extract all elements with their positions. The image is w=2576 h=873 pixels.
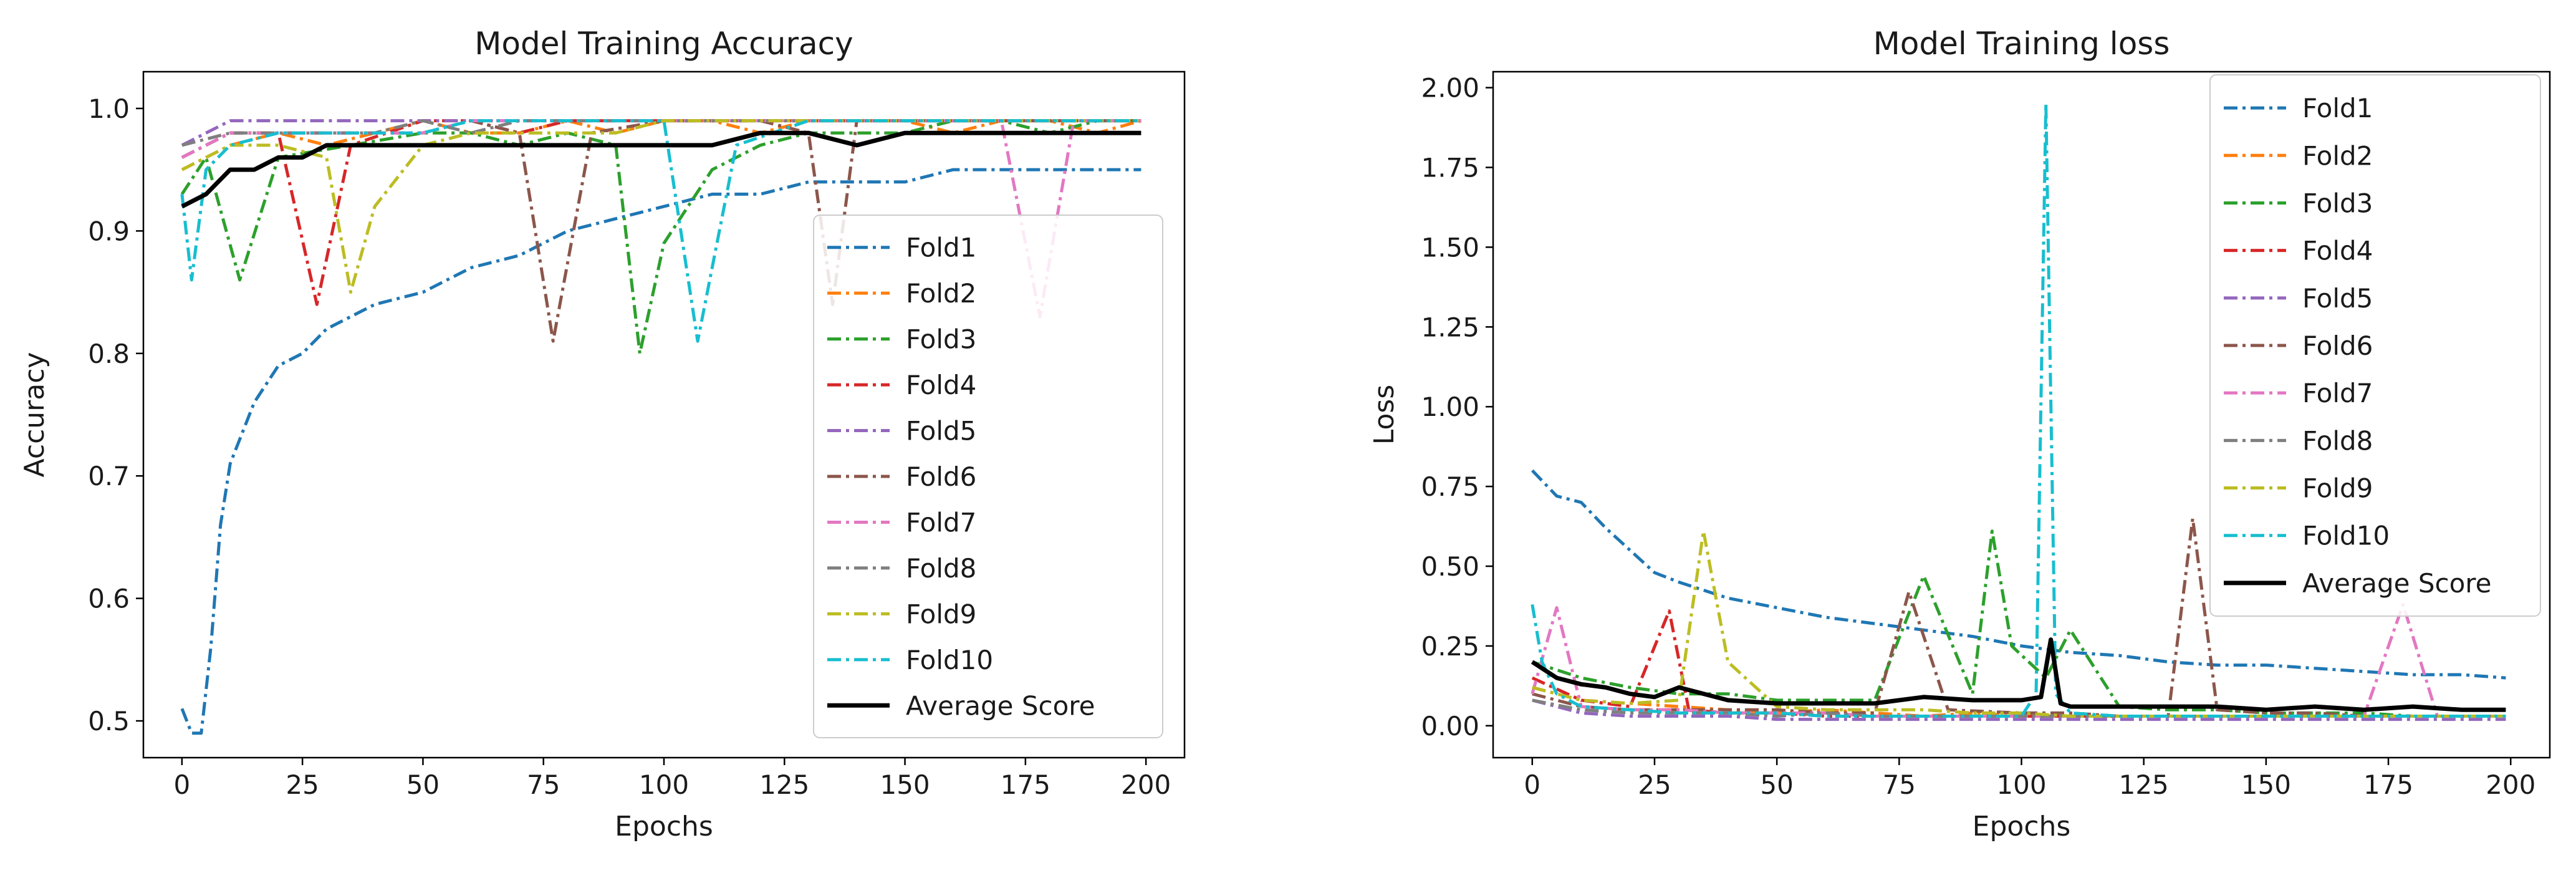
loss-legend-label-fold3: Fold3 <box>2302 188 2373 218</box>
accuracy-x-tick-label: 100 <box>639 769 689 800</box>
loss-x-axis-label: Epochs <box>1973 811 2071 842</box>
accuracy-series-fold10-line <box>180 119 1141 343</box>
accuracy-y-tick-label: 0.9 <box>88 216 130 246</box>
accuracy-y-tick-label: 1.0 <box>88 94 130 124</box>
loss-x-tick-label: 50 <box>1760 769 1793 800</box>
loss-y-tick-label: 1.75 <box>1421 152 1479 183</box>
loss-legend-box <box>2209 74 2541 617</box>
loss-x-tick-label: 150 <box>2241 769 2291 800</box>
accuracy-x-axis-label: Epochs <box>615 811 713 842</box>
loss-x-tick-label: 100 <box>1996 769 2046 800</box>
accuracy-legend-label-fold3: Fold3 <box>906 324 976 355</box>
loss-x-tick-label: 125 <box>2119 769 2169 800</box>
accuracy-legend-label-fold10: Fold10 <box>906 645 993 675</box>
accuracy-chart-title: Model Training Accuracy <box>474 26 853 62</box>
loss-series-fold5-line <box>1532 698 2506 721</box>
accuracy-legend-label-fold6: Fold6 <box>906 461 976 492</box>
accuracy-x-tick-label: 25 <box>286 769 319 800</box>
loss-series-fold10-line <box>1531 102 2506 718</box>
loss-y-tick-label: 1.50 <box>1421 232 1479 263</box>
accuracy-y-axis-label: Accuracy <box>19 352 50 478</box>
loss-chart: 0 25 50 75 100 125 150 175 200 0.00 0.25 0.50 0.75 1.… <box>1368 26 2551 842</box>
loss-x-tick-label: 0 <box>1524 769 1540 800</box>
accuracy-legend-label-fold9: Fold9 <box>906 599 976 629</box>
loss-y-tick-label: 0.75 <box>1421 471 1479 502</box>
loss-y-axis-label: Loss <box>1368 385 1400 445</box>
loss-legend-label-fold8: Fold8 <box>2302 425 2373 456</box>
accuracy-series-fold2-line <box>181 119 1142 171</box>
loss-x-tick-label: 200 <box>2486 769 2535 800</box>
accuracy-series-lines <box>180 119 1142 735</box>
accuracy-y-tick-label: 0.8 <box>88 339 130 369</box>
loss-y-tick-label: 0.00 <box>1421 711 1479 741</box>
loss-x-tick-label: 175 <box>2363 769 2413 800</box>
loss-y-tick-label: 0.25 <box>1421 631 1479 662</box>
accuracy-legend-label-fold4: Fold4 <box>906 370 976 400</box>
accuracy-y-tick-label: 0.6 <box>88 584 130 614</box>
loss-y-tick-label: 0.50 <box>1421 551 1479 582</box>
accuracy-legend-label-fold8: Fold8 <box>906 553 976 584</box>
loss-legend-label-fold4: Fold4 <box>2302 236 2373 266</box>
accuracy-legend-box <box>813 215 1163 738</box>
loss-y-tick-label: 1.25 <box>1421 312 1479 342</box>
loss-legend: Fold1 Fold2 Fold3 Fold4 Fold5 Fold6 Fold7 Fold8… <box>2209 74 2541 617</box>
accuracy-x-tick-label: 200 <box>1121 769 1171 800</box>
accuracy-x-tick-label: 175 <box>1001 769 1050 800</box>
accuracy-x-tick-label: 75 <box>527 769 560 800</box>
accuracy-x-tick-label: 0 <box>173 769 190 800</box>
loss-legend-label-fold7: Fold7 <box>2302 378 2373 408</box>
accuracy-legend-label-fold7: Fold7 <box>906 507 976 538</box>
accuracy-y-tick-label: 0.7 <box>88 461 130 491</box>
accuracy-legend-label-average-score: Average Score <box>906 690 1095 721</box>
accuracy-series-average-score-line <box>181 130 1141 209</box>
loss-series-fold6-line <box>1532 516 2506 718</box>
accuracy-legend-label-fold2: Fold2 <box>906 278 976 309</box>
accuracy-y-tick-label: 0.5 <box>88 706 130 736</box>
accuracy-legend-label-fold5: Fold5 <box>906 416 976 446</box>
accuracy-x-tick-label: 125 <box>759 769 809 800</box>
loss-x-tick-label: 75 <box>1883 769 1916 800</box>
loss-legend-label-fold6: Fold6 <box>2302 330 2373 361</box>
loss-legend-label-fold2: Fold2 <box>2302 140 2373 171</box>
loss-chart-title: Model Training loss <box>1873 26 2170 62</box>
loss-legend-label-fold9: Fold9 <box>2302 473 2373 504</box>
accuracy-legend: Fold1 Fold2 Fold3 Fold4 Fold5 Fold6 Fold7 Fold8… <box>813 215 1163 738</box>
accuracy-x-tick-label: 50 <box>406 769 440 800</box>
loss-y-tick-label: 2.00 <box>1421 73 1479 104</box>
loss-series-fold9-line <box>1532 529 2506 718</box>
accuracy-legend-label-fold1: Fold1 <box>906 233 976 263</box>
loss-legend-label-fold5: Fold5 <box>2302 283 2373 314</box>
loss-y-tick-label: 1.00 <box>1421 392 1479 422</box>
loss-series-average-score-line <box>1531 637 2506 712</box>
loss-legend-label-fold10: Fold10 <box>2302 521 2390 551</box>
loss-x-tick-label: 25 <box>1638 769 1671 800</box>
loss-legend-label-fold1: Fold1 <box>2302 93 2373 123</box>
accuracy-x-tick-label: 150 <box>880 769 930 800</box>
accuracy-chart: 0 25 50 75 100 125 150 175 200 0.5 0.6 0.7 0.8 0.9 1.0… <box>19 26 1186 842</box>
accuracy-series-fold9-line <box>181 119 1141 294</box>
loss-series-lines <box>1531 102 2506 721</box>
loss-legend-label-average-score: Average Score <box>2302 568 2491 599</box>
